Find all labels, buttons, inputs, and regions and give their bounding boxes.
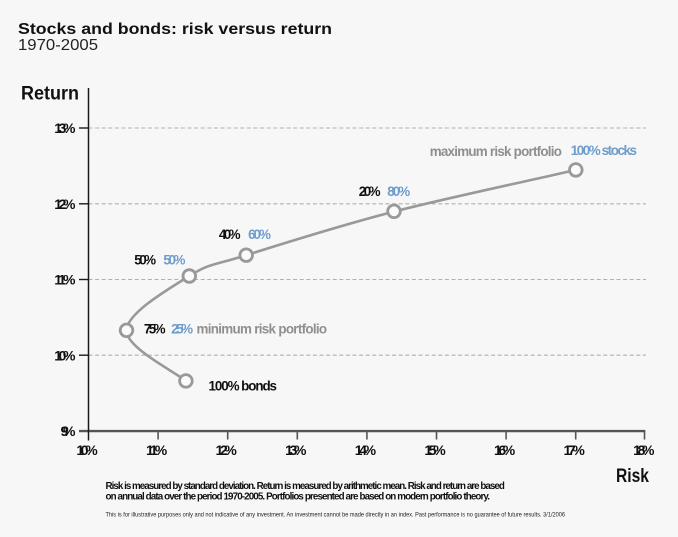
svg-text:Stocks and bonds: risk versus: Stocks and bonds: risk versus return bbox=[18, 21, 332, 38]
svg-text:17%: 17% bbox=[564, 442, 586, 458]
svg-text:9%: 9% bbox=[61, 423, 77, 439]
svg-text:minimum risk portfolio: minimum risk portfolio bbox=[197, 322, 328, 337]
svg-text:100% stocks: 100% stocks bbox=[571, 143, 637, 158]
svg-text:11%: 11% bbox=[54, 272, 76, 288]
svg-text:10%: 10% bbox=[76, 442, 98, 458]
svg-text:50%: 50% bbox=[134, 252, 156, 267]
svg-text:18%: 18% bbox=[633, 442, 655, 458]
svg-text:This is for illustrative purpo: This is for illustrative purposes only a… bbox=[106, 512, 566, 519]
svg-text:20%: 20% bbox=[359, 184, 381, 199]
svg-text:Risk: Risk bbox=[616, 466, 649, 487]
svg-text:maximum risk portfolio: maximum risk portfolio bbox=[430, 144, 562, 159]
svg-text:16%: 16% bbox=[494, 442, 516, 458]
svg-text:on annual data over the period: on annual data over the period 1970-2005… bbox=[106, 492, 491, 503]
svg-text:Risk is measured by standard d: Risk is measured by standard deviation. … bbox=[106, 481, 505, 492]
svg-text:14%: 14% bbox=[355, 442, 377, 458]
svg-text:15%: 15% bbox=[424, 442, 446, 458]
svg-text:40%: 40% bbox=[219, 227, 241, 242]
svg-text:11%: 11% bbox=[146, 442, 168, 458]
svg-text:75%: 75% bbox=[144, 322, 166, 337]
svg-text:10%: 10% bbox=[54, 347, 76, 363]
svg-text:12%: 12% bbox=[216, 442, 238, 458]
svg-text:100% bonds: 100% bonds bbox=[209, 378, 278, 393]
svg-text:Return: Return bbox=[21, 84, 79, 105]
svg-text:25%: 25% bbox=[171, 322, 193, 337]
svg-text:60%: 60% bbox=[248, 227, 271, 242]
svg-text:50%: 50% bbox=[163, 252, 185, 267]
svg-text:13%: 13% bbox=[285, 442, 307, 458]
svg-text:12%: 12% bbox=[54, 196, 76, 212]
svg-text:13%: 13% bbox=[54, 120, 76, 136]
svg-text:80%: 80% bbox=[387, 184, 410, 199]
svg-text:1970-2005: 1970-2005 bbox=[18, 37, 98, 54]
